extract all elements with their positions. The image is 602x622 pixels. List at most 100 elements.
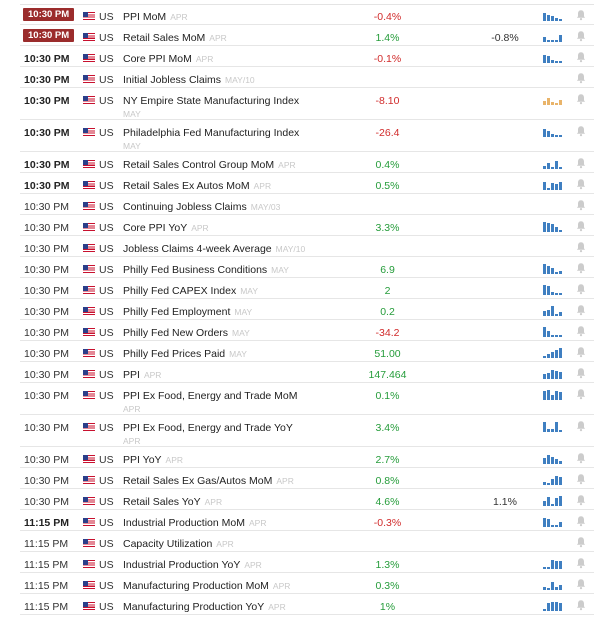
event-name[interactable]: Manufacturing Production YoY APR <box>123 601 286 613</box>
event-name[interactable]: NY Empire State Manufacturing Index MAY <box>123 95 299 119</box>
table-row[interactable]: 10:30 PM US Philly Fed CAPEX Index MAY 2 <box>20 278 594 299</box>
event-name[interactable]: PPI Ex Food, Energy and Trade YoY APR <box>123 422 293 446</box>
event-name[interactable]: Philly Fed CAPEX Index MAY <box>123 285 258 297</box>
trend-chart-icon[interactable] <box>543 422 565 432</box>
event-name[interactable]: Retail Sales Ex Autos MoM APR <box>123 180 271 192</box>
trend-chart-icon[interactable] <box>543 180 565 190</box>
trend-chart-icon[interactable] <box>543 306 565 316</box>
trend-chart-icon[interactable] <box>543 11 565 21</box>
event-name-text[interactable]: PPI Ex Food, Energy and Trade YoY <box>123 422 293 434</box>
table-row[interactable]: 10:30 PM US Philly Fed Prices Paid MAY 51… <box>20 341 594 362</box>
trend-chart-icon[interactable] <box>543 159 565 169</box>
event-name[interactable]: Industrial Production YoY APR <box>123 559 262 571</box>
event-name-text[interactable]: Core PPI YoY <box>123 222 188 234</box>
event-name[interactable]: Industrial Production MoM APR <box>123 517 266 529</box>
table-row[interactable]: 10:30 PM US Philly Fed Employment MAY 0.2 <box>20 299 594 320</box>
trend-chart-icon[interactable] <box>543 559 565 569</box>
bell-icon[interactable] <box>575 473 587 485</box>
event-name-text[interactable]: Manufacturing Production MoM <box>123 580 269 592</box>
table-row[interactable]: 11:15 PM US Capacity Utilization APR <box>20 531 594 552</box>
event-name[interactable]: Core PPI MoM APR <box>123 53 213 65</box>
bell-icon[interactable] <box>575 578 587 590</box>
trend-chart-icon[interactable] <box>543 327 565 337</box>
bell-icon[interactable] <box>575 125 587 137</box>
table-row[interactable]: 10:30 PM US Philadelphia Fed Manufacturi… <box>20 120 594 152</box>
bell-icon[interactable] <box>575 241 587 253</box>
bell-icon[interactable] <box>575 536 587 548</box>
event-name-text[interactable]: Manufacturing Production YoY <box>123 601 265 613</box>
event-name[interactable]: Retail Sales YoY APR <box>123 496 222 508</box>
table-row[interactable]: 10:30 PM US PPI MoM APR -0.4% <box>20 4 594 25</box>
bell-icon[interactable] <box>575 452 587 464</box>
event-name-text[interactable]: PPI MoM <box>123 11 167 23</box>
bell-icon[interactable] <box>575 346 587 358</box>
bell-icon[interactable] <box>575 72 587 84</box>
trend-chart-icon[interactable] <box>543 95 565 105</box>
trend-chart-icon[interactable] <box>543 475 565 485</box>
bell-icon[interactable] <box>575 51 587 63</box>
bell-icon[interactable] <box>575 157 587 169</box>
table-row[interactable]: 10:30 PM US Retail Sales YoY APR 4.6% 1.1… <box>20 489 594 510</box>
bell-icon[interactable] <box>575 557 587 569</box>
event-name-text[interactable]: Industrial Production MoM <box>123 517 245 529</box>
event-name-text[interactable]: Philly Fed New Orders <box>123 327 229 339</box>
bell-icon[interactable] <box>575 199 587 211</box>
bell-icon[interactable] <box>575 420 587 432</box>
event-name-text[interactable]: NY Empire State Manufacturing Index <box>123 95 300 107</box>
table-row[interactable]: 10:30 PM US PPI APR 147.464 <box>20 362 594 383</box>
event-name-text[interactable]: Retail Sales MoM <box>123 32 206 44</box>
trend-chart-icon[interactable] <box>543 580 565 590</box>
bell-icon[interactable] <box>575 9 587 21</box>
event-name[interactable]: PPI APR <box>123 369 161 381</box>
trend-chart-icon[interactable] <box>543 517 565 527</box>
bell-icon[interactable] <box>575 388 587 400</box>
table-row[interactable]: 10:30 PM US Retail Sales Control Group M… <box>20 152 594 173</box>
bell-icon[interactable] <box>575 178 587 190</box>
event-name[interactable]: Retail Sales Ex Gas/Autos MoM APR <box>123 475 294 487</box>
bell-icon[interactable] <box>575 494 587 506</box>
table-row[interactable]: 10:30 PM US Initial Jobless Claims MAY/10 <box>20 67 594 88</box>
event-name-text[interactable]: Retail Sales YoY <box>123 496 201 508</box>
bell-icon[interactable] <box>575 599 587 611</box>
table-row[interactable]: 11:15 PM US Manufacturing Production YoY… <box>20 594 594 615</box>
event-name[interactable]: Retail Sales Control Group MoM APR <box>123 159 296 171</box>
trend-chart-icon[interactable] <box>543 285 565 295</box>
bell-icon[interactable] <box>575 304 587 316</box>
event-name-text[interactable]: Capacity Utilization <box>123 538 213 550</box>
event-name-text[interactable]: Retail Sales Ex Gas/Autos MoM <box>123 475 273 487</box>
event-name-text[interactable]: PPI <box>123 369 140 381</box>
bell-icon[interactable] <box>575 93 587 105</box>
table-row[interactable]: 10:30 PM US Retail Sales MoM APR 1.4% -0.… <box>20 25 594 46</box>
table-row[interactable]: 11:15 PM US Manufacturing Production MoM… <box>20 573 594 594</box>
trend-chart-icon[interactable] <box>543 369 565 379</box>
event-name[interactable]: Capacity Utilization APR <box>123 538 234 550</box>
table-row[interactable]: 10:30 PM US Retail Sales Ex Autos MoM APR… <box>20 173 594 194</box>
event-name[interactable]: Manufacturing Production MoM APR <box>123 580 290 592</box>
trend-chart-icon[interactable] <box>543 496 565 506</box>
event-name-text[interactable]: PPI Ex Food, Energy and Trade MoM <box>123 390 298 402</box>
table-row[interactable]: 10:30 PM US PPI Ex Food, Energy and Trad… <box>20 383 594 415</box>
event-name[interactable]: Philly Fed Employment MAY <box>123 306 252 318</box>
table-row[interactable]: 10:30 PM US Philly Fed Business Conditio… <box>20 257 594 278</box>
event-name[interactable]: Core PPI YoY APR <box>123 222 209 234</box>
trend-chart-icon[interactable] <box>543 348 565 358</box>
event-name[interactable]: Philly Fed New Orders MAY <box>123 327 250 339</box>
table-row[interactable]: 10:30 PM US PPI Ex Food, Energy and Trad… <box>20 415 594 447</box>
bell-icon[interactable] <box>575 220 587 232</box>
event-name[interactable]: PPI YoY APR <box>123 454 183 466</box>
event-name-text[interactable]: Retail Sales Control Group MoM <box>123 159 275 171</box>
trend-chart-icon[interactable] <box>543 454 565 464</box>
event-name[interactable]: Philadelphia Fed Manufacturing Index MAY <box>123 127 299 151</box>
event-name-text[interactable]: Continuing Jobless Claims <box>123 201 247 213</box>
table-row[interactable]: 11:15 PM US Industrial Production YoY APR… <box>20 552 594 573</box>
event-name[interactable]: PPI MoM APR <box>123 11 188 23</box>
event-name-text[interactable]: Philly Fed Business Conditions <box>123 264 268 276</box>
trend-chart-icon[interactable] <box>543 127 565 137</box>
event-name[interactable]: Philly Fed Prices Paid MAY <box>123 348 247 360</box>
event-name-text[interactable]: Retail Sales Ex Autos MoM <box>123 180 250 192</box>
bell-icon[interactable] <box>575 30 587 42</box>
table-row[interactable]: 10:30 PM US Core PPI YoY APR 3.3% <box>20 215 594 236</box>
event-name-text[interactable]: Core PPI MoM <box>123 53 192 65</box>
event-name-text[interactable]: Philly Fed Employment <box>123 306 231 318</box>
event-name-text[interactable]: Philly Fed CAPEX Index <box>123 285 237 297</box>
